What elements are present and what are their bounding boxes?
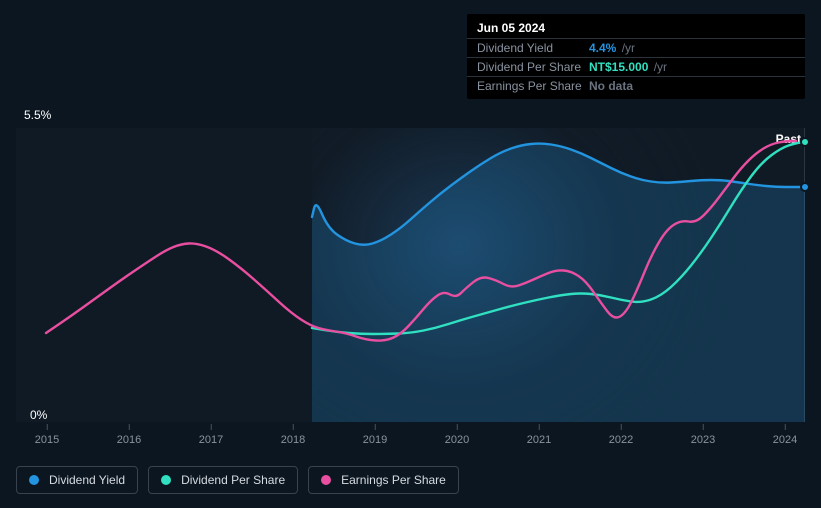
- legend-item[interactable]: Earnings Per Share: [308, 466, 459, 494]
- tooltip-date: Jun 05 2024: [467, 18, 805, 39]
- legend-label: Earnings Per Share: [341, 473, 446, 487]
- legend: Dividend Yield Dividend Per Share Earnings…: [16, 466, 459, 494]
- tooltip-row: Earnings Per ShareNo data: [467, 77, 805, 95]
- legend-dot-icon: [321, 475, 331, 485]
- tooltip-value: NT$15.000 /yr: [589, 60, 667, 74]
- series-area-dividend_yield: [312, 144, 805, 422]
- x-axis: 2015 2016 2017 2018 2019 2020 2021 2022 2023 2024: [16, 432, 805, 450]
- tooltip-key: Dividend Yield: [477, 41, 589, 55]
- x-tick: 2024: [773, 434, 797, 446]
- y-axis-max-label: 5.5%: [24, 108, 51, 122]
- legend-item[interactable]: Dividend Per Share: [148, 466, 298, 494]
- x-tick: 2021: [527, 434, 551, 446]
- x-tick: 2017: [199, 434, 223, 446]
- series-end-dot-dividend_yield: [800, 182, 810, 192]
- legend-item[interactable]: Dividend Yield: [16, 466, 138, 494]
- x-tick: 2023: [691, 434, 715, 446]
- tooltip-value: No data: [589, 79, 633, 93]
- tooltip-unit: /yr: [618, 41, 635, 55]
- x-tick: 2018: [281, 434, 305, 446]
- tooltip-value: 4.4% /yr: [589, 41, 635, 55]
- data-tooltip: Jun 05 2024 Dividend Yield4.4% /yrDivide…: [467, 14, 805, 99]
- legend-label: Dividend Yield: [49, 473, 125, 487]
- x-tick: 2019: [363, 434, 387, 446]
- x-tick: 2020: [445, 434, 469, 446]
- series-end-dot-dividend_per_share: [800, 137, 810, 147]
- tooltip-key: Dividend Per Share: [477, 60, 589, 74]
- tooltip-unit: /yr: [650, 60, 667, 74]
- tooltip-row: Dividend Yield4.4% /yr: [467, 39, 805, 58]
- legend-label: Dividend Per Share: [181, 473, 285, 487]
- legend-dot-icon: [29, 475, 39, 485]
- tooltip-key: Earnings Per Share: [477, 79, 589, 93]
- x-tick: 2016: [117, 434, 141, 446]
- tooltip-row: Dividend Per ShareNT$15.000 /yr: [467, 58, 805, 77]
- chart-svg: [16, 128, 821, 422]
- legend-dot-icon: [161, 475, 171, 485]
- x-tick: 2015: [35, 434, 59, 446]
- x-tick: 2022: [609, 434, 633, 446]
